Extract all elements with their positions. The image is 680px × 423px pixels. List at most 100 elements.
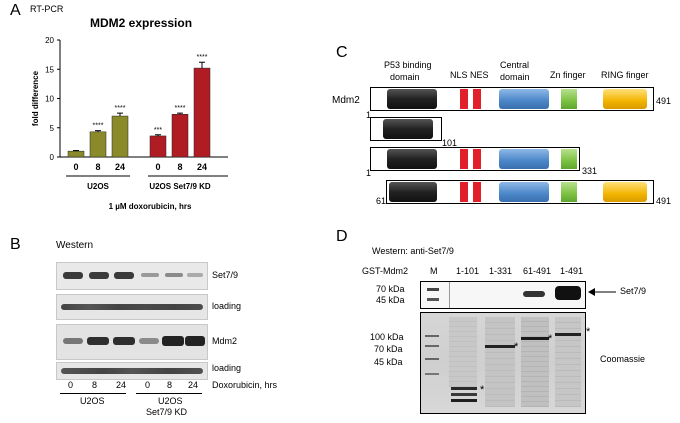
western-title: Western (56, 240, 94, 251)
blot-set79 (56, 262, 208, 290)
doxorubicin-label: Doxorubicin, hrs (212, 380, 278, 390)
asterisk-1-101: * (480, 384, 485, 396)
lane-label: 24 (116, 380, 127, 390)
significance-label: **** (197, 54, 208, 61)
asterisk-61-491: * (548, 333, 553, 345)
chart-title: MDM2 expression (90, 16, 193, 30)
panel-c-letter: C (336, 44, 348, 61)
ring-finger-domain (603, 89, 647, 109)
blot-loading-1 (56, 294, 208, 320)
lane-m: M (430, 266, 438, 276)
construct-end: 491 (656, 96, 672, 106)
domain-label-nls-nes: NLS NES (450, 70, 489, 80)
coomassie-label: Coomassie (600, 354, 646, 364)
construct-bar (370, 147, 580, 171)
domain-label-ring: RING finger (601, 70, 649, 80)
nls-box (460, 182, 468, 202)
lane-61-491: 61-491 (523, 266, 552, 276)
x-tick-label: 0 (155, 162, 160, 172)
central-domain (499, 182, 549, 202)
y-axis-label: fold difference (31, 70, 40, 126)
panel-d-letter: D (336, 228, 348, 245)
coomassie-marker-70: 70 kDa (374, 344, 403, 354)
group-label-kd: Set7/9 KD (146, 407, 188, 417)
y-tick-label: 20 (45, 36, 54, 45)
bar (149, 135, 167, 158)
lane-label: 24 (188, 380, 199, 390)
p53-domain (387, 149, 437, 169)
lane-label: 0 (68, 380, 74, 390)
y-tick-label: 5 (50, 124, 55, 133)
group-label-u2os: U2OS (80, 396, 105, 406)
nls-box (460, 149, 468, 169)
panel-d-title: Western: anti-Set7/9 (372, 246, 454, 256)
domain-label-p53-2: domain (390, 72, 420, 82)
asterisk-1-331: * (514, 341, 519, 353)
lane-label: 0 (145, 380, 151, 390)
arrow-icon (588, 288, 616, 296)
zn-finger-domain (561, 182, 577, 202)
domain-label-p53: P53 binding (384, 60, 432, 70)
construct-bar (370, 117, 442, 141)
construct-start: 61 (376, 196, 387, 206)
ring-finger-domain (603, 182, 647, 202)
row-label-loading-2: loading (212, 363, 242, 373)
coomassie-marker-45: 45 kDa (374, 357, 403, 367)
x-tick-label: 24 (197, 162, 207, 172)
lane-1-491: 1-491 (560, 266, 584, 276)
nes-box (473, 149, 481, 169)
western-band-label: Set7/9 (620, 286, 647, 296)
protein-label: Mdm2 (332, 95, 360, 106)
bar (89, 131, 107, 158)
lane-label: 8 (167, 380, 173, 390)
p53-domain (383, 119, 433, 139)
significance-label: **** (115, 105, 126, 112)
blot-loading-2 (56, 362, 208, 380)
construct-end: 491 (656, 196, 672, 206)
p53-domain (387, 89, 437, 109)
domain-label-central-2: domain (500, 72, 530, 82)
zn-finger-domain (561, 149, 577, 169)
y-tick-label: 0 (50, 153, 55, 162)
group-line (60, 393, 126, 394)
nls-box (460, 89, 468, 109)
x-tick-label: 24 (115, 162, 125, 172)
domain-label-central: Central (500, 60, 530, 70)
significance-label: **** (175, 105, 186, 112)
lane-1-331: 1-331 (489, 266, 513, 276)
group-label: U2OS (87, 182, 109, 191)
significance-label: *** (154, 127, 162, 134)
mdm2-bar-chart: 0 5 10 15 20 fold difference 0 **** 8 **** 24 U2OS *… (31, 36, 228, 211)
lane-header-label: GST-Mdm2 (362, 266, 409, 276)
construct-end: 101 (442, 138, 458, 148)
x-tick-label: 8 (177, 162, 182, 172)
x-tick-label: 0 (73, 162, 78, 172)
panel-a-letter: A (10, 2, 21, 19)
panel-a-method: RT-PCR (30, 4, 64, 14)
coomassie-marker-100: 100 kDa (370, 332, 404, 342)
group-line (136, 393, 202, 394)
construct-start: 1 (366, 168, 372, 178)
asterisk-1-491: * (586, 326, 591, 338)
y-tick-label: 10 (45, 95, 54, 104)
central-domain (499, 149, 549, 169)
western-marker-70: 70 kDa (376, 284, 405, 294)
construct-bar (386, 180, 654, 204)
p53-domain (389, 182, 437, 202)
zn-finger-domain (561, 89, 577, 109)
domain-label-zn: Zn finger (550, 70, 586, 80)
row-label-mdm2: Mdm2 (212, 336, 238, 346)
bar (67, 150, 85, 158)
panel-b-letter: B (10, 236, 21, 253)
western-marker-45: 45 kDa (376, 295, 405, 305)
bar (111, 115, 129, 158)
row-label-loading-1: loading (212, 301, 242, 311)
x-axis-label: 1 µM doxorubicin, hrs (109, 202, 192, 211)
blot-mdm2 (56, 324, 208, 360)
x-tick-label: 8 (95, 162, 100, 172)
group-label: U2OS Set7/9 KD (149, 182, 211, 191)
construct-bar (370, 87, 654, 111)
construct-end: 331 (582, 166, 598, 176)
y-tick-label: 15 (45, 65, 54, 74)
lane-1-101: 1-101 (456, 266, 480, 276)
